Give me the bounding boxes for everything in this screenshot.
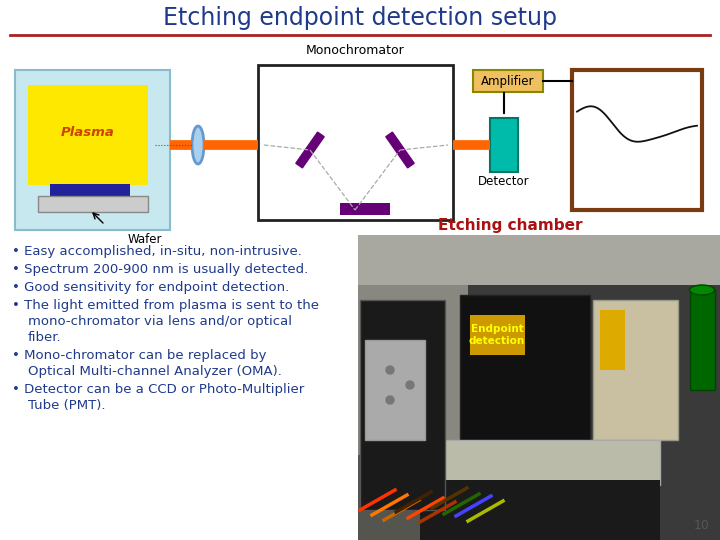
- Text: Tube (PMT).: Tube (PMT).: [28, 399, 106, 412]
- Ellipse shape: [690, 285, 714, 295]
- Text: mono-chromator via lens and/or optical: mono-chromator via lens and/or optical: [28, 315, 292, 328]
- Bar: [340, 203, 390, 215]
- Bar: [15, 70, 170, 230]
- Bar: [358, 235, 720, 285]
- Bar: [358, 455, 458, 540]
- Ellipse shape: [192, 126, 204, 164]
- Bar: [460, 295, 590, 450]
- Bar: [430, 440, 660, 485]
- Text: Detector: Detector: [478, 175, 530, 188]
- Text: fiber.: fiber.: [28, 331, 62, 344]
- Text: Amplifier: Amplifier: [481, 75, 535, 87]
- Bar: [420, 480, 660, 540]
- Polygon shape: [386, 132, 414, 168]
- Bar: [572, 70, 702, 210]
- Bar: [38, 196, 148, 212]
- Bar: [360, 300, 445, 510]
- Bar: [28, 85, 148, 185]
- Text: 10: 10: [694, 519, 710, 532]
- Bar: [358, 285, 468, 460]
- Bar: [50, 184, 130, 196]
- Text: Etching endpoint detection setup: Etching endpoint detection setup: [163, 6, 557, 30]
- Bar: [473, 70, 543, 92]
- Text: Optical Multi-channel Analyzer (OMA).: Optical Multi-channel Analyzer (OMA).: [28, 365, 282, 378]
- Text: • Good sensitivity for endpoint detection.: • Good sensitivity for endpoint detectio…: [12, 281, 289, 294]
- Circle shape: [406, 381, 414, 389]
- Circle shape: [386, 366, 394, 374]
- Bar: [258, 65, 453, 220]
- Bar: [365, 340, 425, 440]
- Text: • Easy accomplished, in-situ, non-intrusive.: • Easy accomplished, in-situ, non-intrus…: [12, 245, 302, 258]
- Text: • Spectrum 200-900 nm is usually detected.: • Spectrum 200-900 nm is usually detecte…: [12, 263, 308, 276]
- Text: Monochromator: Monochromator: [306, 44, 405, 57]
- Text: Endpoint
detection: Endpoint detection: [469, 324, 525, 346]
- Bar: [600, 310, 625, 370]
- Polygon shape: [296, 132, 324, 168]
- Text: Wafer: Wafer: [127, 233, 162, 246]
- Text: • Detector can be a CCD or Photo-Multiplier: • Detector can be a CCD or Photo-Multipl…: [12, 383, 305, 396]
- Bar: [690, 290, 715, 390]
- Text: Etching chamber: Etching chamber: [438, 218, 582, 233]
- Bar: [593, 300, 678, 440]
- Text: • Mono-chromator can be replaced by: • Mono-chromator can be replaced by: [12, 349, 266, 362]
- Bar: [358, 235, 720, 540]
- Bar: [470, 315, 525, 355]
- Bar: [490, 118, 518, 172]
- Circle shape: [386, 396, 394, 404]
- Text: Plasma: Plasma: [61, 125, 115, 138]
- Text: • The light emitted from plasma is sent to the: • The light emitted from plasma is sent …: [12, 299, 319, 312]
